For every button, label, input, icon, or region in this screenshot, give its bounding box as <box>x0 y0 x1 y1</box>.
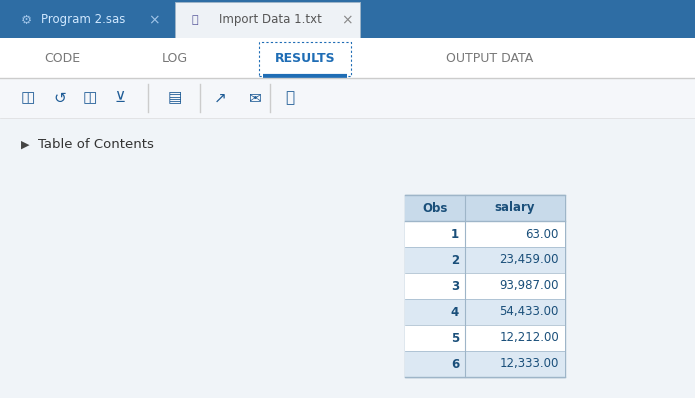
Text: 12,333.00: 12,333.00 <box>500 357 559 371</box>
Bar <box>0 78 695 118</box>
Text: 54,433.00: 54,433.00 <box>500 306 559 318</box>
Text: Obs: Obs <box>423 201 448 215</box>
Bar <box>405 247 565 273</box>
Text: ↺: ↺ <box>54 90 67 105</box>
Text: ↗: ↗ <box>213 90 227 105</box>
Text: 3: 3 <box>451 279 459 293</box>
Text: ×: × <box>148 13 160 27</box>
Bar <box>405 325 565 351</box>
Text: ◫: ◫ <box>83 90 97 105</box>
Text: Import Data 1.txt: Import Data 1.txt <box>218 14 321 27</box>
Text: ◫: ◫ <box>21 90 35 105</box>
Text: 📄: 📄 <box>192 15 198 25</box>
Bar <box>175 2 360 38</box>
Bar <box>405 221 565 247</box>
Text: ▤: ▤ <box>167 90 182 105</box>
Text: 63.00: 63.00 <box>525 228 559 240</box>
Bar <box>8 2 166 38</box>
Text: ✉: ✉ <box>249 90 261 105</box>
Bar <box>0 38 695 78</box>
Text: 2: 2 <box>451 254 459 267</box>
Text: ×: × <box>341 13 353 27</box>
Text: 12,212.00: 12,212.00 <box>499 332 559 345</box>
Text: 6: 6 <box>451 357 459 371</box>
Text: salary: salary <box>495 201 535 215</box>
Text: Table of Contents: Table of Contents <box>38 139 154 152</box>
Text: RESULTS: RESULTS <box>275 51 335 64</box>
Text: ▶: ▶ <box>21 140 29 150</box>
Text: Program 2.sas: Program 2.sas <box>41 14 125 27</box>
Text: ⛿: ⛿ <box>286 90 295 105</box>
Bar <box>405 273 565 299</box>
Text: LOG: LOG <box>162 51 188 64</box>
Bar <box>405 195 565 221</box>
Text: 5: 5 <box>451 332 459 345</box>
Bar <box>405 299 565 325</box>
Text: OUTPUT DATA: OUTPUT DATA <box>446 51 534 64</box>
Text: 23,459.00: 23,459.00 <box>500 254 559 267</box>
Bar <box>259 42 351 76</box>
Text: CODE: CODE <box>44 51 80 64</box>
Text: 4: 4 <box>451 306 459 318</box>
Bar <box>405 351 565 377</box>
Text: ⚙: ⚙ <box>20 14 32 27</box>
Text: 1: 1 <box>451 228 459 240</box>
Bar <box>0 0 695 38</box>
Bar <box>405 195 565 377</box>
Text: 93,987.00: 93,987.00 <box>500 279 559 293</box>
Text: ⊻: ⊻ <box>115 90 126 105</box>
